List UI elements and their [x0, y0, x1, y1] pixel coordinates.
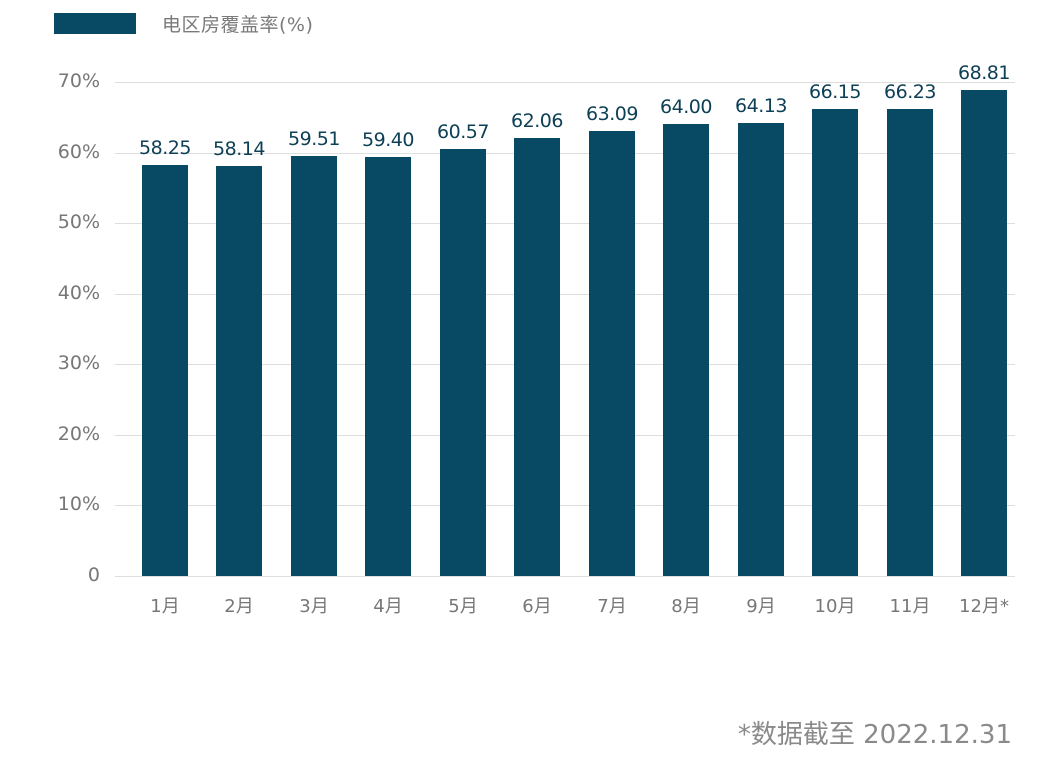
- gridline: [115, 505, 1015, 506]
- bar: [291, 156, 337, 576]
- y-axis-tick-label: 50%: [57, 211, 100, 233]
- bar: [812, 109, 858, 576]
- x-axis-tick-label: 8月: [671, 596, 701, 617]
- legend-label: 电区房覆盖率(%): [162, 14, 314, 36]
- gridline: [115, 153, 1015, 154]
- gridline: [115, 435, 1015, 436]
- bar-value-label: 68.81: [958, 62, 1010, 84]
- chart-legend: 电区房覆盖率(%): [54, 10, 313, 37]
- x-axis-tick-label: 3月: [299, 596, 329, 617]
- x-axis-tick-label: 7月: [597, 596, 627, 617]
- x-axis-tick-label: 4月: [373, 596, 403, 617]
- bar: [961, 90, 1007, 576]
- x-axis-tick-label: 5月: [448, 596, 478, 617]
- bar-value-label: 58.14: [213, 138, 265, 160]
- bar: [365, 157, 411, 576]
- bar: [142, 165, 188, 576]
- gridline: [115, 294, 1015, 295]
- bar: [216, 166, 262, 576]
- x-axis-tick-label: 12月*: [959, 596, 1009, 617]
- y-axis-tick-label: 30%: [57, 352, 100, 374]
- x-axis-tick-label: 6月: [522, 596, 552, 617]
- x-axis-tick-label: 2月: [224, 596, 254, 617]
- bar: [663, 124, 709, 576]
- bar-value-label: 62.06: [511, 110, 563, 132]
- x-axis-tick-label: 9月: [746, 596, 776, 617]
- bar-value-label: 60.57: [437, 121, 489, 143]
- gridline: [115, 82, 1015, 83]
- gridline: [115, 223, 1015, 224]
- bar: [887, 109, 933, 576]
- x-axis-tick-label: 1月: [150, 596, 180, 617]
- x-axis-tick-label: 10月: [814, 596, 856, 617]
- y-axis-tick-label: 10%: [57, 493, 100, 515]
- gridline: [115, 576, 1015, 577]
- bar-value-label: 63.09: [586, 103, 638, 125]
- bar: [440, 149, 486, 576]
- y-axis-tick-label: 20%: [57, 423, 100, 445]
- bar: [589, 131, 635, 576]
- bar-value-label: 66.15: [809, 81, 861, 103]
- bar: [514, 138, 560, 576]
- bar-value-label: 58.25: [139, 137, 191, 159]
- y-axis-tick-label: 40%: [57, 282, 100, 304]
- legend-swatch: [54, 13, 136, 34]
- bar: [738, 123, 784, 576]
- y-axis-tick-label: 60%: [57, 141, 100, 163]
- y-axis-tick-label: 70%: [57, 70, 100, 92]
- bar-value-label: 59.51: [288, 128, 340, 150]
- bar-value-label: 64.00: [660, 96, 712, 118]
- footnote: *数据截至 2022.12.31: [737, 720, 1012, 750]
- gridline: [115, 364, 1015, 365]
- bar-value-label: 66.23: [884, 81, 936, 103]
- y-axis-tick-label: 0: [87, 564, 100, 586]
- bar-value-label: 59.40: [362, 129, 414, 151]
- bar-value-label: 64.13: [735, 95, 787, 117]
- x-axis-tick-label: 11月: [889, 596, 931, 617]
